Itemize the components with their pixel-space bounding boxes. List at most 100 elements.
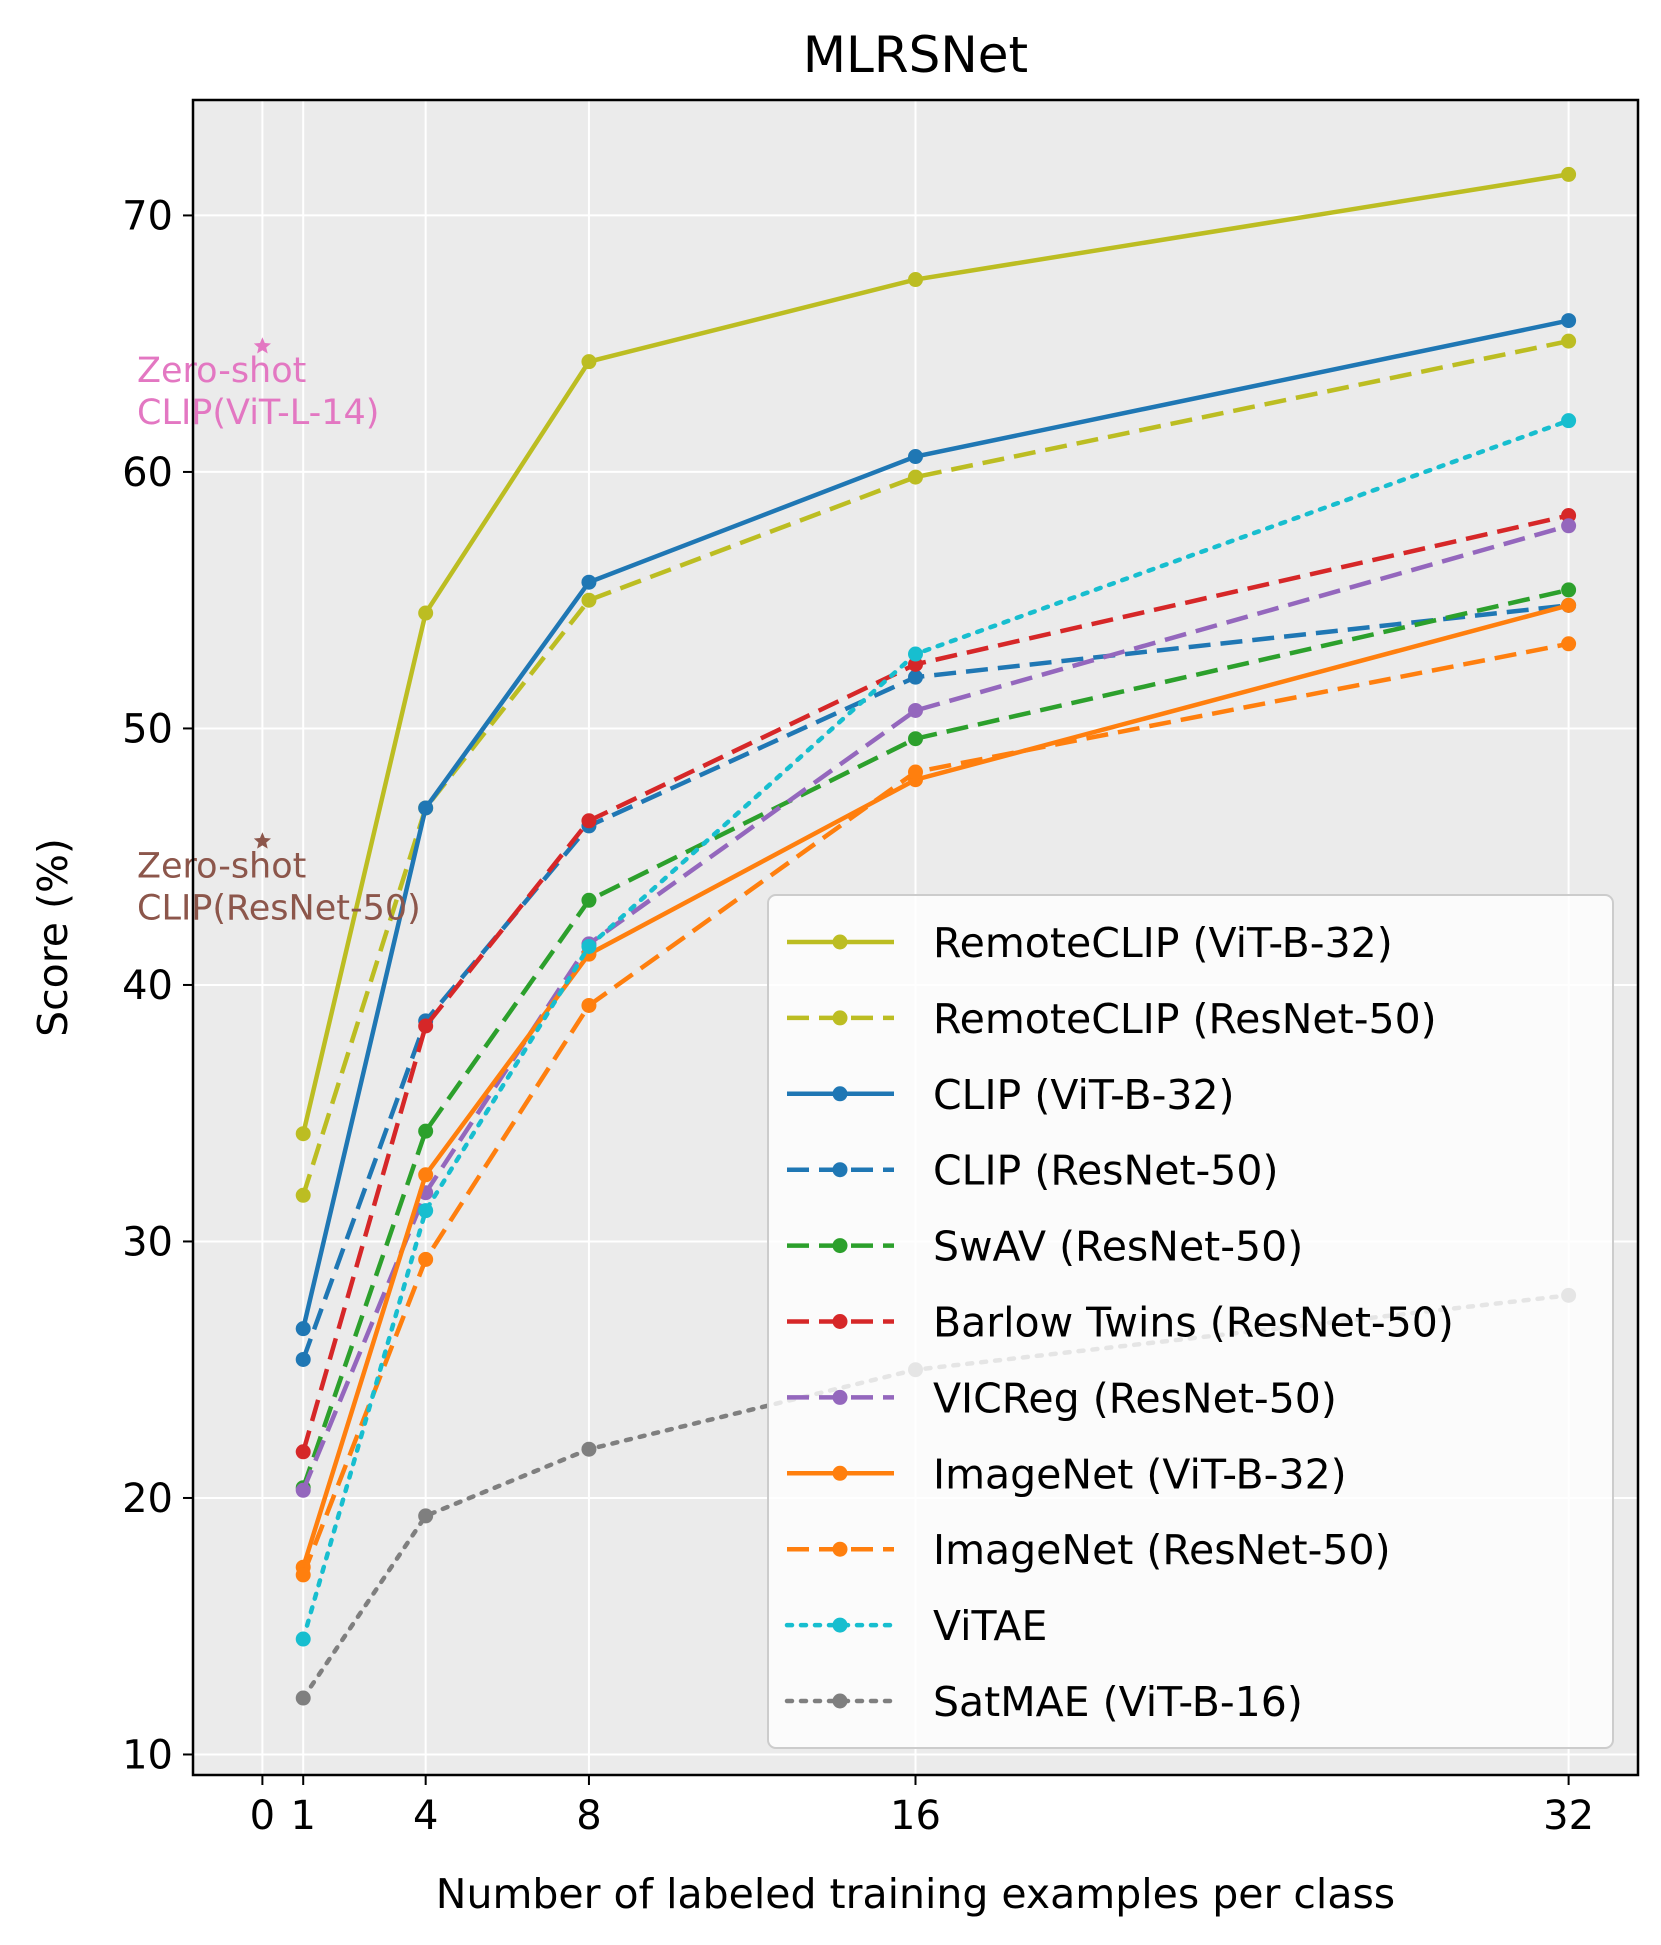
data-point <box>295 1482 311 1498</box>
data-point <box>418 605 434 621</box>
data-point <box>295 1631 311 1647</box>
legend-entry: ImageNet (ResNet-50) <box>787 1526 1391 1574</box>
annotation-label-line1: Zero-shot <box>137 846 306 886</box>
data-point <box>295 1567 311 1583</box>
data-point <box>1561 413 1577 429</box>
legend-label: RemoteCLIP (ResNet-50) <box>933 995 1437 1043</box>
legend-box <box>767 894 1614 1749</box>
annotation-label-line2: CLIP(ResNet-50) <box>137 888 421 928</box>
y-tick-label: 40 <box>122 963 173 1009</box>
data-point <box>1561 597 1577 613</box>
data-point <box>581 1441 597 1457</box>
legend-marker <box>832 1086 848 1102</box>
legend-label: ImageNet (ResNet-50) <box>933 1526 1391 1574</box>
y-tick-label: 30 <box>122 1219 173 1265</box>
y-axis-ticks: 10 20 30 40 50 60 70 <box>122 193 193 1778</box>
data-point <box>581 354 597 370</box>
data-point <box>908 764 923 780</box>
legend-entry: ViTAE <box>784 1602 1047 1650</box>
data-point <box>581 892 597 908</box>
y-tick-label: 20 <box>122 1476 173 1522</box>
data-point <box>418 800 434 816</box>
legend-entry: RemoteCLIP (ViT-B-32) <box>787 919 1393 967</box>
legend-label: RemoteCLIP (ViT-B-32) <box>933 919 1393 967</box>
legend-entry: SatMAE (ViT-B-16) <box>784 1678 1303 1726</box>
legend-label: SatMAE (ViT-B-16) <box>933 1678 1303 1726</box>
data-point <box>1561 313 1577 329</box>
legend-entry: SwAV (ResNet-50) <box>787 1223 1303 1271</box>
data-point <box>295 1187 311 1203</box>
data-point <box>295 1321 311 1337</box>
data-point <box>581 813 597 829</box>
star-marker-icon <box>253 832 271 849</box>
series-remoteclip-vit-b-32 <box>295 166 1577 1142</box>
data-point <box>581 592 597 608</box>
data-point <box>295 1690 311 1706</box>
star-marker-icon <box>253 337 271 354</box>
data-point <box>1561 582 1577 598</box>
legend-label: ViTAE <box>933 1602 1047 1650</box>
x-tick-label: 16 <box>890 1793 941 1839</box>
x-axis-ticks: 0 1 4 8 16 32 <box>250 1775 1594 1839</box>
data-point <box>418 1203 434 1219</box>
legend-label: VICReg (ResNet-50) <box>933 1374 1337 1422</box>
legend-marker <box>832 1541 848 1557</box>
data-point <box>418 1508 434 1524</box>
x-tick-label: 0 <box>250 1793 275 1839</box>
annotations: Zero-shotCLIP(ViT-L-14)Zero-shotCLIP(Res… <box>137 337 421 928</box>
legend-label: ImageNet (ViT-B-32) <box>933 1450 1347 1498</box>
annotation-label-line1: Zero-shot <box>137 351 306 391</box>
legend-marker <box>832 1693 848 1709</box>
data-point <box>908 731 923 747</box>
y-axis-label: Score (%) <box>29 838 77 1037</box>
legend-marker <box>832 1010 848 1026</box>
data-point <box>1561 333 1577 349</box>
legend-label: SwAV (ResNet-50) <box>933 1223 1303 1271</box>
y-tick-label: 60 <box>122 450 173 496</box>
legend-marker <box>832 1162 848 1178</box>
legend-marker <box>832 1617 848 1633</box>
x-tick-label: 4 <box>413 1793 438 1839</box>
data-point <box>418 1167 434 1183</box>
legend-marker <box>832 934 848 950</box>
legend-label: Barlow Twins (ResNet-50) <box>933 1299 1454 1347</box>
data-point <box>1561 636 1577 652</box>
legend-entry: VICReg (ResNet-50) <box>787 1374 1337 1422</box>
legend-marker <box>832 1238 848 1254</box>
legend-label: CLIP (ResNet-50) <box>933 1147 1278 1195</box>
legend-entry: CLIP (ResNet-50) <box>787 1147 1278 1195</box>
x-tick-label: 8 <box>576 1793 601 1839</box>
y-tick-label: 10 <box>122 1732 173 1778</box>
legend-label: CLIP (ViT-B-32) <box>933 1071 1235 1119</box>
legend-entry: RemoteCLIP (ResNet-50) <box>787 995 1437 1043</box>
data-point <box>295 1351 311 1367</box>
series-clip-vit-b-32 <box>295 313 1577 1337</box>
data-point <box>295 1126 311 1142</box>
data-point <box>1561 518 1577 534</box>
series-line <box>301 338 1570 1196</box>
data-point <box>295 1444 311 1460</box>
legend-entry: Barlow Twins (ResNet-50) <box>787 1299 1454 1347</box>
data-point <box>908 272 923 288</box>
data-point <box>581 574 597 590</box>
data-point <box>908 702 923 718</box>
x-tick-label: 1 <box>290 1793 315 1839</box>
data-point <box>418 1123 434 1139</box>
legend-marker <box>832 1465 848 1481</box>
data-point <box>418 1251 434 1267</box>
annotation-label-line2: CLIP(ViT-L-14) <box>137 393 379 433</box>
data-point <box>581 997 597 1013</box>
data-point <box>908 469 923 485</box>
data-point <box>908 449 923 465</box>
data-point <box>908 669 923 685</box>
y-tick-label: 50 <box>122 706 173 752</box>
series-imagenet-resnet-50 <box>295 636 1577 1583</box>
series-barlow-twins-resnet-50 <box>295 508 1577 1460</box>
data-point <box>418 1018 434 1034</box>
chart-title: MLRSNet <box>803 26 1028 84</box>
y-tick-label: 70 <box>122 193 173 239</box>
data-point <box>1561 508 1577 524</box>
series-vitae <box>295 413 1577 1647</box>
